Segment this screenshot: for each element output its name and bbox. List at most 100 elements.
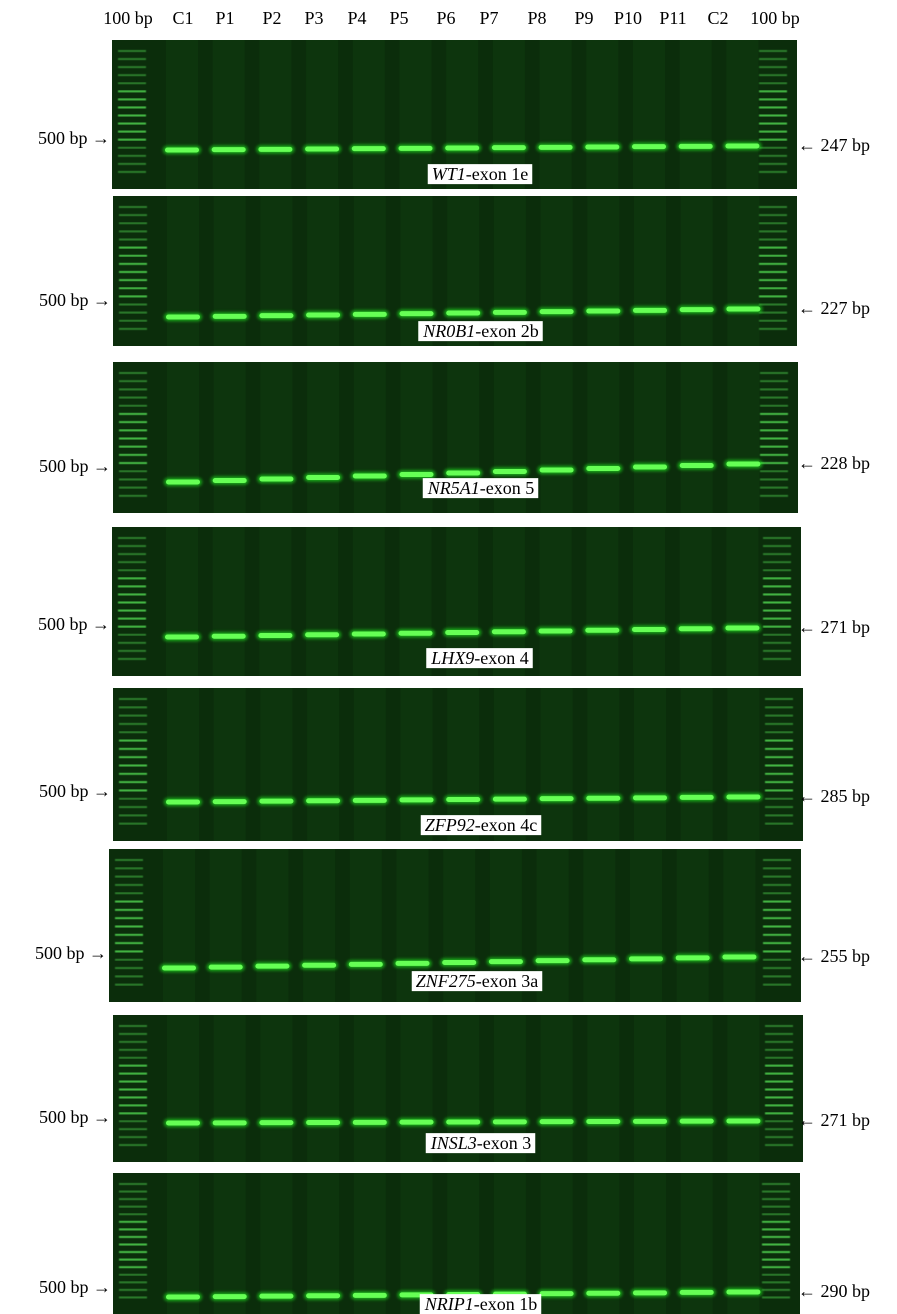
band: [722, 954, 757, 960]
ladder-band: [119, 470, 147, 473]
gene-name: INSL3: [430, 1133, 477, 1153]
size-label: ← 285 bp: [798, 786, 870, 806]
ladder-band: [119, 1025, 147, 1027]
band: [726, 1118, 761, 1124]
ladder-band: [119, 214, 147, 217]
ladder-band: [760, 429, 788, 432]
lane-label: P7: [479, 8, 498, 28]
ladder-band: [115, 859, 143, 861]
ladder-band: [119, 789, 147, 792]
ladder-band: [118, 122, 146, 125]
lane-label: C1: [172, 8, 193, 28]
ladder-band: [759, 319, 787, 322]
ladder-band: [760, 396, 788, 399]
band: [165, 147, 199, 153]
ladder-band: [119, 271, 147, 273]
ladder-band: [119, 437, 147, 440]
lane-smear: [727, 196, 760, 346]
band: [679, 307, 714, 313]
band: [212, 1120, 247, 1126]
ladder-band: [118, 154, 146, 157]
ladder-band: [118, 74, 146, 77]
lane-smear: [447, 196, 480, 346]
lane-smear: [586, 527, 619, 676]
exon-name: -exon 4c: [475, 815, 537, 835]
gene-label-plate: [420, 815, 542, 836]
lane-smear: [213, 688, 246, 841]
band: [539, 1119, 574, 1125]
lane-smear: [680, 196, 713, 346]
gene-label: ZNF275-exon 3a: [416, 971, 539, 991]
band: [352, 311, 387, 317]
ladder-band: [759, 50, 787, 52]
size-label: ← 271 bp: [798, 617, 870, 637]
ladder-band: [765, 1088, 793, 1091]
ladder-band: [760, 478, 788, 481]
exon-name: -exon 5: [480, 478, 534, 498]
band: [725, 143, 760, 149]
lane-smear: [399, 40, 432, 189]
lane-smear: [212, 40, 245, 189]
gene-label-plate: [427, 164, 533, 185]
lane-smear: [260, 1173, 293, 1314]
ladder-band: [119, 814, 147, 817]
ladder-band: [119, 478, 147, 481]
ladder-band: [760, 462, 788, 465]
ladder-band: [119, 1112, 147, 1115]
band: [306, 798, 341, 804]
ladder-band: [759, 327, 787, 330]
lane-smear: [349, 849, 382, 1002]
ladder-band: [763, 633, 791, 636]
lane-smear: [166, 40, 198, 189]
lane-smear: [399, 527, 432, 676]
band: [632, 627, 666, 632]
band: [446, 470, 481, 476]
lane-smear: [680, 362, 713, 513]
lane-smear: [307, 362, 340, 513]
ladder-band: [119, 462, 147, 465]
ladder-band: [763, 649, 791, 652]
gene-label: NR0B1-exon 2b: [422, 321, 538, 341]
ladder-band: [762, 1190, 790, 1193]
band: [586, 466, 621, 471]
ladder-band: [119, 806, 147, 809]
ladder-band: [762, 1235, 790, 1238]
ladder-band: [119, 1220, 147, 1223]
ladder-band: [765, 1032, 793, 1035]
ladder-band: [759, 98, 787, 101]
lane-smear: [167, 1173, 199, 1314]
lane-smear: [212, 527, 245, 676]
lane-smear: [213, 196, 246, 346]
lane-smear: [493, 196, 526, 346]
band: [442, 960, 477, 965]
ladder-band: [765, 764, 793, 767]
ladder-band: [763, 892, 791, 895]
lane-smear: [167, 1015, 199, 1162]
ladder-band: [119, 698, 147, 700]
ladder-band: [119, 706, 147, 709]
lane-smear: [583, 849, 616, 1002]
ladder-band: [759, 287, 787, 290]
lane-label: P4: [347, 8, 366, 28]
ladder-band: [119, 1040, 147, 1043]
ladder-band: [119, 1128, 147, 1131]
ladder-band: [119, 747, 147, 750]
ladder-band: [765, 739, 793, 742]
gene-name: WT1: [432, 164, 466, 184]
ladder-band: [119, 1205, 147, 1208]
band: [725, 625, 760, 631]
ladder-band: [760, 494, 788, 497]
ladder-band: [765, 706, 793, 709]
band: [446, 797, 481, 802]
ladder-band: [115, 983, 143, 986]
ladder-band: [763, 883, 791, 886]
ladder-band: [759, 254, 787, 257]
ladder-band: [763, 942, 791, 945]
band: [352, 473, 387, 479]
ladder-band: [119, 731, 147, 734]
band: [488, 959, 523, 965]
ladder-band: [765, 772, 793, 775]
lane-smear: [352, 527, 385, 676]
ladder-band: [118, 641, 146, 644]
